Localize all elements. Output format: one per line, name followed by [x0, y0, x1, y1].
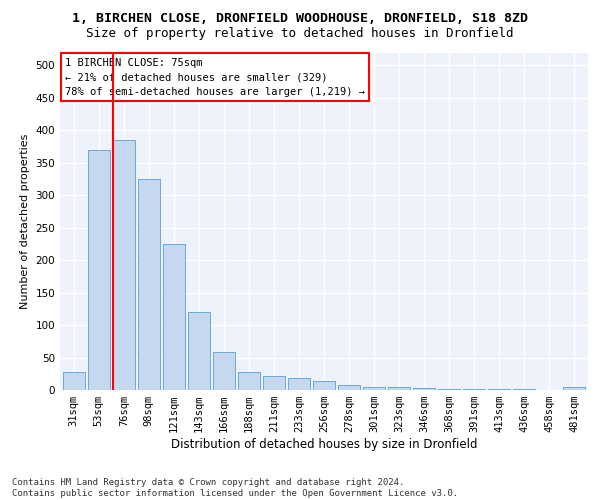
Bar	[113, 140, 135, 390]
Bar	[163, 244, 185, 390]
Bar	[363, 387, 385, 390]
Bar	[438, 388, 460, 390]
Bar	[137, 179, 160, 390]
Bar	[563, 387, 586, 390]
Bar	[263, 376, 285, 390]
Bar	[313, 381, 335, 390]
Bar	[413, 388, 436, 390]
Bar	[388, 388, 410, 390]
Text: 1, BIRCHEN CLOSE, DRONFIELD WOODHOUSE, DRONFIELD, S18 8ZD: 1, BIRCHEN CLOSE, DRONFIELD WOODHOUSE, D…	[72, 12, 528, 26]
X-axis label: Distribution of detached houses by size in Dronfield: Distribution of detached houses by size …	[171, 438, 477, 451]
Bar	[188, 312, 210, 390]
Bar	[88, 150, 110, 390]
Text: 1 BIRCHEN CLOSE: 75sqm
← 21% of detached houses are smaller (329)
78% of semi-de: 1 BIRCHEN CLOSE: 75sqm ← 21% of detached…	[65, 58, 365, 97]
Bar	[62, 372, 85, 390]
Text: Size of property relative to detached houses in Dronfield: Size of property relative to detached ho…	[86, 28, 514, 40]
Bar	[238, 372, 260, 390]
Bar	[288, 378, 310, 390]
Bar	[212, 352, 235, 390]
Text: Contains HM Land Registry data © Crown copyright and database right 2024.
Contai: Contains HM Land Registry data © Crown c…	[12, 478, 458, 498]
Y-axis label: Number of detached properties: Number of detached properties	[20, 134, 30, 309]
Bar	[338, 386, 360, 390]
